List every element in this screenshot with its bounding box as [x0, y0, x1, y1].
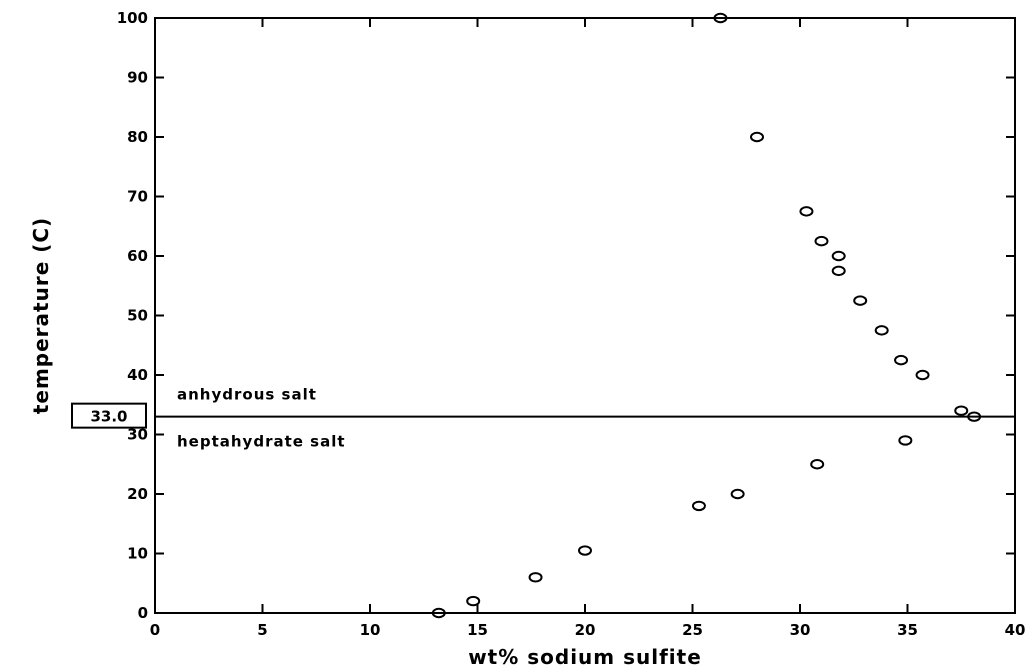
y-tick-label: 20	[127, 485, 148, 503]
data-point	[431, 607, 446, 619]
data-point	[831, 250, 846, 262]
y-tick-label: 60	[127, 247, 148, 265]
x-tick-label: 20	[575, 621, 596, 639]
y-axis-title: temperature (C)	[29, 217, 53, 414]
data-point	[713, 12, 728, 24]
data-point	[874, 325, 889, 336]
y-tick-label: 90	[127, 69, 148, 87]
x-tick-label: 0	[150, 621, 160, 639]
y-tick-label: 100	[117, 9, 148, 27]
y-tick-label: 40	[127, 366, 148, 384]
y-tick-label: 0	[138, 604, 148, 622]
plot-frame	[154, 17, 1016, 614]
annotation-anhydrous: anhydrous salt	[177, 386, 317, 404]
x-tick-label: 30	[790, 621, 811, 639]
x-tick-label: 15	[467, 621, 488, 639]
data-point	[799, 206, 814, 217]
data-point	[853, 295, 868, 306]
data-point	[831, 265, 846, 277]
x-axis-title: wt% sodium sulfite	[468, 645, 702, 669]
data-point	[750, 131, 764, 143]
data-point	[528, 572, 543, 583]
x-tick-label: 5	[257, 621, 267, 639]
threshold-label: 33.0	[90, 408, 127, 426]
data-point	[810, 459, 825, 470]
data-point	[915, 369, 930, 381]
data-point	[954, 405, 969, 416]
data-point	[898, 435, 913, 446]
x-tick-label: 10	[360, 621, 381, 639]
data-point	[894, 354, 909, 366]
data-point	[466, 595, 481, 607]
y-tick-label: 80	[127, 128, 148, 146]
data-point	[814, 235, 829, 247]
y-tick-label: 30	[127, 426, 148, 444]
data-point	[730, 488, 745, 500]
data-point	[691, 500, 706, 512]
y-tick-label: 50	[127, 307, 148, 325]
x-tick-label: 40	[1005, 621, 1026, 639]
y-tick-label: 70	[127, 188, 148, 206]
y-tick-label: 10	[127, 545, 148, 563]
x-tick-label: 25	[682, 621, 703, 639]
threshold-label-box	[71, 402, 147, 429]
annotation-heptahydrate: heptahydrate salt	[177, 433, 346, 451]
x-tick-label: 35	[897, 621, 918, 639]
data-point	[578, 545, 592, 556]
data-point	[967, 411, 982, 422]
